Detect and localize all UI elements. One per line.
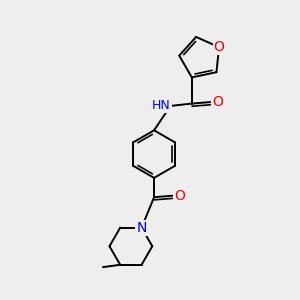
Text: HN: HN	[152, 99, 171, 112]
Text: N: N	[136, 221, 147, 235]
Text: O: O	[175, 189, 185, 203]
Text: O: O	[212, 95, 223, 109]
Text: O: O	[214, 40, 224, 54]
